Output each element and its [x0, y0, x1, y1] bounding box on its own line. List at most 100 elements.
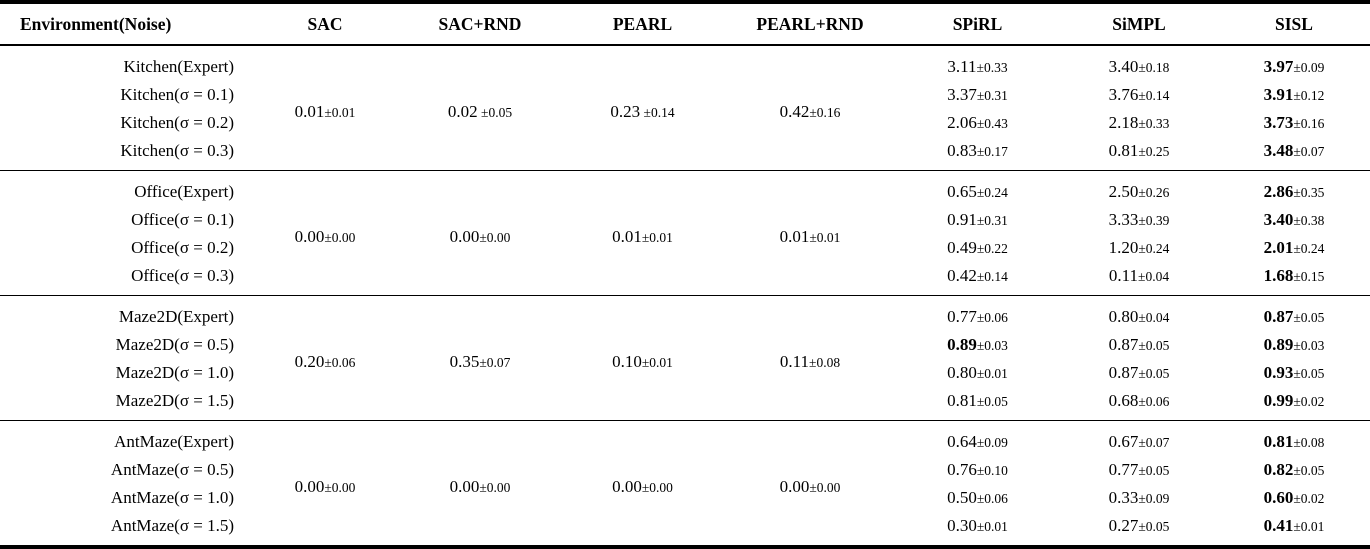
value-cell-simpl: 2.50±0.26	[1060, 171, 1218, 207]
std-value: ±0.00	[324, 479, 356, 495]
std-value: ±0.00	[479, 229, 511, 245]
std-value: ±0.33	[976, 60, 1008, 75]
value-cell-spirl: 0.80±0.01	[895, 359, 1060, 387]
mean-value: 0.64	[947, 432, 977, 451]
col-header-pearl: PEARL	[560, 2, 725, 46]
std-value: ±0.06	[1138, 394, 1170, 409]
std-value: ±0.09	[1138, 491, 1170, 506]
value-cell-spirl: 0.89±0.03	[895, 331, 1060, 359]
mean-value: 0.87	[1263, 307, 1294, 326]
mean-value: 0.02	[447, 101, 478, 121]
row-label: Kitchen(σ = 0.3)	[120, 141, 234, 160]
value-cell-multirow-pearl: 0.00±0.00	[560, 421, 725, 548]
std-value: ±0.05	[1138, 338, 1170, 353]
std-value: ±0.33	[1138, 116, 1170, 131]
mean-value: 0.77	[947, 307, 977, 326]
value-cell-sisl: 0.93±0.05	[1218, 359, 1370, 387]
mean-value: 3.40	[1263, 210, 1294, 229]
col-header-sisl: SISL	[1218, 2, 1370, 46]
mean-value: 0.93	[1263, 363, 1294, 382]
value-cell-multirow-pearl: 0.23 ±0.14	[560, 45, 725, 171]
mean-value: 0.10	[612, 351, 642, 371]
std-value: ±0.06	[324, 354, 356, 370]
value-cell-simpl: 1.20±0.24	[1060, 234, 1218, 262]
value-cell-spirl: 0.50±0.06	[895, 484, 1060, 512]
mean-value: 3.11	[947, 57, 977, 76]
value-cell-multirow-sac-rnd: 0.02 ±0.05	[400, 45, 560, 171]
value-cell-spirl: 0.83±0.17	[895, 137, 1060, 171]
std-value: ±0.01	[641, 229, 673, 245]
block-maze2d: Maze2D(Expert) 0.20±0.06 0.35±0.07 0.10±…	[0, 295, 1370, 421]
value-cell-simpl: 3.33±0.39	[1060, 206, 1218, 234]
mean-value: 0.01	[612, 226, 642, 246]
mean-value: 0.82	[1263, 460, 1294, 479]
value-cell-spirl: 2.06±0.43	[895, 109, 1060, 137]
mean-value: 0.00	[449, 226, 480, 246]
value-cell-sisl: 2.86±0.35	[1218, 171, 1370, 207]
col-header-spirl: SPiRL	[895, 2, 1060, 46]
value-cell-multirow-pearl-rnd: 0.42±0.16	[725, 45, 895, 171]
row-label: Kitchen(σ = 0.1)	[120, 85, 234, 104]
std-value: ±0.01	[324, 104, 356, 120]
table-row: Office(Expert) 0.00±0.00 0.00±0.00 0.01±…	[0, 171, 1370, 246]
mean-value: 0.77	[1108, 460, 1139, 479]
value-cell-sisl: 2.01±0.24	[1218, 234, 1370, 262]
value-cell-spirl: 3.11±0.33	[895, 45, 1060, 81]
value-cell-sisl: 3.40±0.38	[1218, 206, 1370, 234]
std-value: ±0.06	[976, 491, 1008, 506]
mean-value: 1.20	[1108, 238, 1139, 257]
table-row: Kitchen(Expert) 0.01±0.01 0.02 ±0.05 0.2…	[0, 45, 1370, 121]
mean-value: 0.81	[1263, 432, 1294, 451]
std-value: ±0.12	[1293, 88, 1325, 103]
std-value: ±0.09	[1293, 60, 1325, 75]
std-value: ±0.00	[324, 229, 356, 245]
value-cell-simpl: 2.18±0.33	[1060, 109, 1218, 137]
row-label: Maze2D(Expert)	[118, 307, 234, 326]
col-header-environment: Environment(Noise)	[0, 2, 250, 46]
table-row: AntMaze(σ = 0.5) 0.76±0.10 0.77±0.05 0.8…	[0, 456, 1370, 484]
row-label: Office(σ = 0.2)	[131, 238, 234, 257]
std-value: ±0.16	[809, 104, 841, 120]
std-value: ±0.38	[1293, 213, 1325, 228]
table-row: Maze2D(Expert) 0.20±0.06 0.35±0.07 0.10±…	[0, 296, 1370, 371]
std-value: ±0.01	[641, 354, 673, 370]
std-value: ±0.26	[1138, 185, 1170, 200]
mean-value: 2.86	[1263, 182, 1294, 201]
mean-value: 0.00	[294, 226, 325, 246]
value-cell-simpl: 0.67±0.07	[1060, 421, 1218, 457]
table-row: AntMaze(σ = 1.5) 0.30±0.01 0.27±0.05 0.4…	[0, 512, 1370, 547]
mean-value: 0.67	[1108, 432, 1139, 451]
value-cell-sisl: 0.82±0.05	[1218, 456, 1370, 484]
value-cell-simpl: 0.11±0.04	[1060, 262, 1218, 296]
col-header-simpl: SiMPL	[1060, 2, 1218, 46]
block-office: Office(Expert) 0.00±0.00 0.00±0.00 0.01±…	[0, 170, 1370, 296]
value-cell-sisl: 3.97±0.09	[1218, 45, 1370, 81]
std-value: ±0.06	[976, 310, 1008, 325]
std-value: ±0.03	[976, 338, 1008, 353]
std-value: ±0.10	[976, 463, 1008, 478]
std-value: ±0.09	[976, 435, 1008, 450]
mean-value: 0.87	[1108, 335, 1139, 354]
value-cell-multirow-pearl-rnd: 0.11±0.08	[725, 296, 895, 421]
mean-value: 0.50	[947, 488, 977, 507]
table-row: AntMaze(σ = 1.0) 0.50±0.06 0.33±0.09 0.6…	[0, 484, 1370, 512]
table-row: Kitchen(σ = 0.1) 3.37±0.31 3.76±0.14 3.9…	[0, 81, 1370, 109]
std-value: ±0.00	[641, 479, 673, 495]
mean-value: 0.11	[1108, 266, 1139, 285]
row-label: Kitchen(σ = 0.2)	[120, 113, 234, 132]
value-cell-multirow-sac: 0.00±0.00	[250, 421, 400, 548]
row-label: Office(σ = 0.3)	[131, 266, 234, 285]
mean-value: 0.91	[947, 210, 977, 229]
mean-value: 0.76	[947, 460, 977, 479]
value-cell-sisl: 0.87±0.05	[1218, 296, 1370, 332]
value-cell-multirow-sac-rnd: 0.00±0.00	[400, 171, 560, 296]
table-row: Office(σ = 0.2) 0.49±0.22 1.20±0.24 2.01…	[0, 234, 1370, 262]
col-header-sac: SAC	[250, 2, 400, 46]
std-value: ±0.05	[976, 394, 1008, 409]
row-label: Maze2D(σ = 1.0)	[115, 363, 234, 382]
mean-value: 3.48	[1263, 141, 1294, 160]
mean-value: 0.65	[947, 182, 977, 201]
std-value: ±0.07	[479, 354, 511, 370]
value-cell-spirl: 0.91±0.31	[895, 206, 1060, 234]
